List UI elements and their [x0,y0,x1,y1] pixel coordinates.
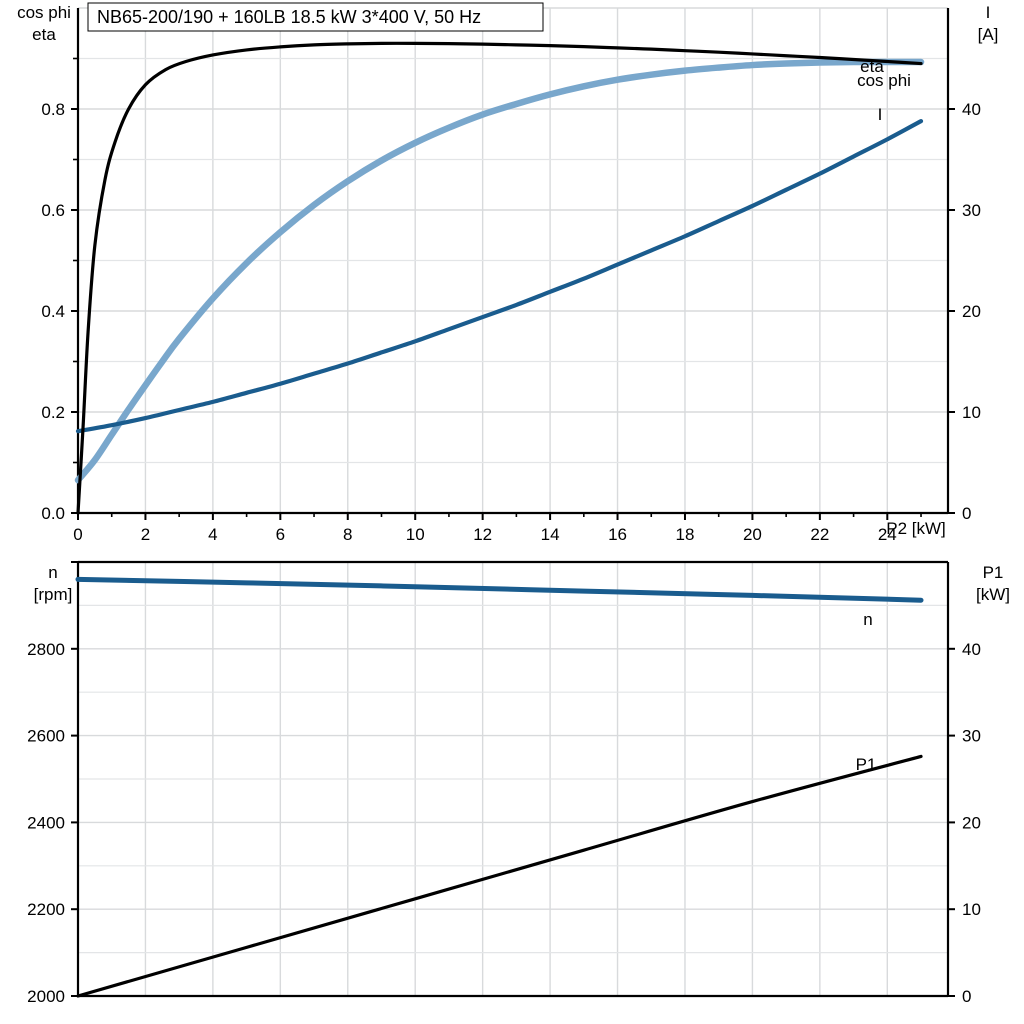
bottom-chart-axes [71,560,955,998]
top-x-axis-title: P2 [kW] [886,519,946,538]
top-right-tick-2: 20 [962,302,981,321]
top-right-tick-0: 0 [962,504,971,523]
curve-label-eta: eta [860,57,884,76]
curve-label-current: I [878,105,883,124]
bottom-left-axis-title-line1: n [48,563,57,582]
top-right-tick-3: 30 [962,201,981,220]
top-x-tick-2: 4 [208,525,217,544]
bottom-left-axis-title-line2: [rpm] [34,585,73,604]
curve-cos-phi [74,58,925,484]
top-left-axis-title-line2: eta [32,25,56,44]
chart-title-box [87,2,544,32]
top-chart-curves [74,41,925,515]
bottom-chart-panel: 2000 2200 2400 2600 2800 0 10 20 30 40 n [rpm] P1… [0,548,1024,1024]
top-left-tick-2: 0.4 [41,302,65,321]
bottom-right-tick-2: 20 [962,813,981,832]
chart-title-text: NB65-200/190 + 160LB 18.5 kW 3*400 V, 50… [97,7,481,27]
bottom-right-axis-title-line2: [kW] [976,585,1010,604]
bottom-right-tick-4: 40 [962,640,981,659]
bottom-chart-gridlines [77,561,948,997]
curve-I [75,119,924,434]
top-x-tick-4: 8 [343,525,352,544]
top-x-tick-12: 24 [878,525,897,544]
curve-n [75,576,924,603]
bottom-left-tick-2: 2400 [27,813,65,832]
top-left-tick-3: 0.6 [41,201,65,220]
top-left-tick-0: 0.0 [41,504,65,523]
top-right-tick-4: 40 [962,100,981,119]
top-left-axis-title-line1: cos phi [17,3,71,22]
curve-label-speed: n [863,610,872,629]
bottom-left-tick-0: 2000 [27,987,65,1006]
top-chart-axes [71,8,955,520]
top-x-tick-8: 16 [608,525,627,544]
top-x-tick-9: 18 [676,525,695,544]
bottom-chart-svg: 2000 2200 2400 2600 2800 0 10 20 30 40 n [rpm] P1… [27,560,1010,1006]
bottom-right-tick-0: 0 [962,987,971,1006]
top-right-tick-1: 10 [962,403,981,422]
top-chart-gridlines [77,7,948,514]
curve-eta [76,41,923,515]
top-x-tick-5: 10 [406,525,425,544]
top-x-tick-0: 0 [73,525,82,544]
top-right-axis-title-line2: [A] [978,25,999,44]
top-right-axis-title-line1: I [986,3,991,22]
top-left-tick-4: 0.8 [41,100,65,119]
curve-label-cos-phi: cos phi [857,71,911,90]
top-chart-panel: 0.0 0.2 0.4 0.6 0.8 0 10 20 30 40 0 2 4 6 8 10 12 14 16 18 2… [17,2,999,544]
bottom-chart-curves [75,576,924,998]
curve-label-p1: P1 [856,755,877,774]
top-x-tick-6: 12 [473,525,492,544]
top-left-tick-1: 0.2 [41,403,65,422]
bottom-right-tick-1: 10 [962,900,981,919]
curve-P1 [76,754,923,998]
bottom-right-axis-title-line1: P1 [983,563,1004,582]
bottom-left-tick-4: 2800 [27,640,65,659]
top-x-tick-1: 2 [141,525,150,544]
top-x-tick-10: 20 [743,525,762,544]
bottom-right-tick-3: 30 [962,727,981,746]
bottom-left-tick-3: 2600 [27,727,65,746]
bottom-left-tick-1: 2200 [27,900,65,919]
bottom-chart-tick-labels: 2000 2200 2400 2600 2800 0 10 20 30 40 [27,640,981,1006]
top-x-tick-7: 14 [541,525,560,544]
top-x-tick-11: 22 [810,525,829,544]
top-x-tick-3: 6 [276,525,285,544]
